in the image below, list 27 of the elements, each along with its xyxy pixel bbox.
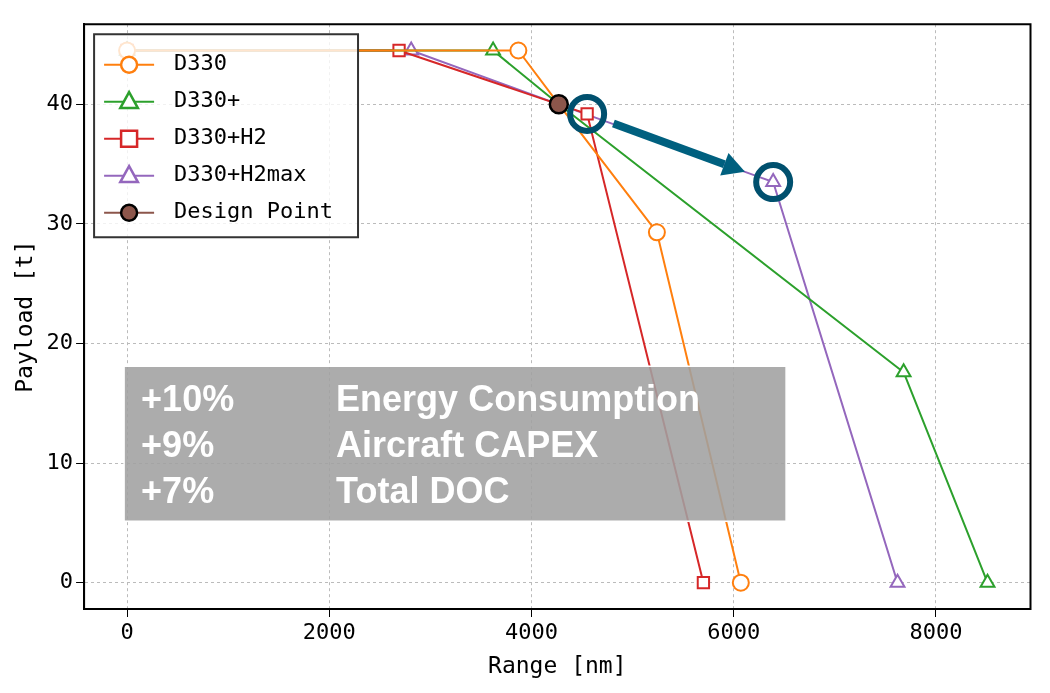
legend-label: Design Point: [174, 198, 334, 224]
point: [509, 41, 528, 60]
legend-label: D330+H2max: [174, 161, 307, 187]
y-tick-label: 40: [46, 90, 74, 116]
text: +9% Aircraft CAPEX: [141, 424, 599, 466]
x-axis-title: Range [nm]: [488, 652, 627, 679]
x-tick-label: 8000: [909, 618, 963, 644]
text: +10% Energy Consumption: [141, 378, 701, 420]
point: [731, 573, 750, 592]
y-tick-label: 0: [59, 568, 74, 594]
y-tick-label: 30: [46, 209, 74, 235]
legend-label: D330+: [174, 87, 241, 113]
x-tick-label: 2000: [302, 618, 356, 644]
y-axis-title: Payload [t]: [10, 240, 37, 393]
point: [696, 576, 711, 590]
y-tick-label: 10: [46, 448, 74, 474]
point: [895, 363, 912, 378]
legend-label: D330+H2: [174, 124, 267, 150]
point: [979, 573, 996, 588]
point: [889, 573, 906, 588]
legend-label: D330: [174, 50, 228, 76]
x-tick-label: 4000: [505, 618, 558, 644]
text: +7% Total DOC: [141, 470, 510, 512]
x-tick-label: 6000: [707, 618, 761, 644]
x-tick-label: 0: [120, 618, 134, 644]
y-tick-label: 20: [46, 329, 74, 355]
point: [647, 223, 666, 242]
